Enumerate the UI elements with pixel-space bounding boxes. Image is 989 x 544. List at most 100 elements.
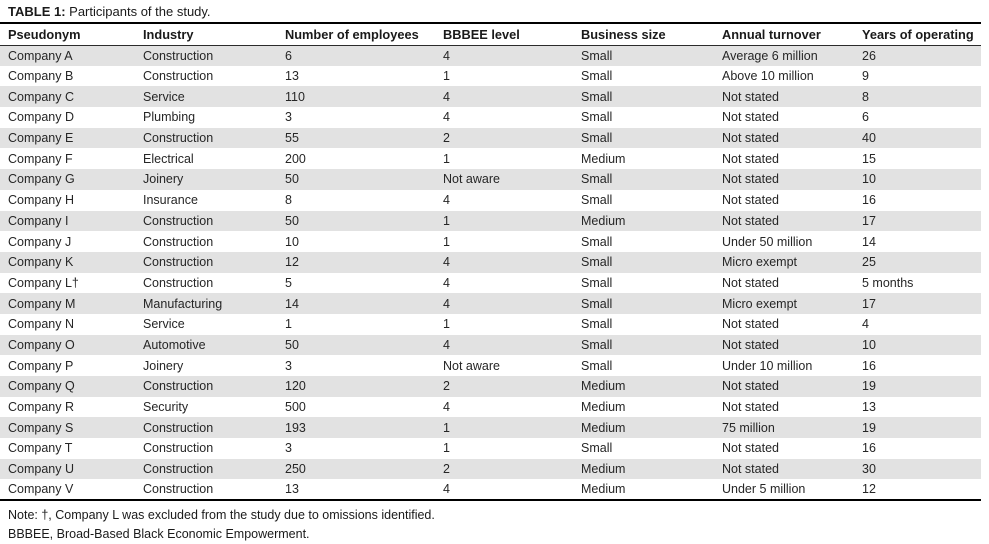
- table-cell: Not stated: [722, 213, 779, 228]
- table-row: Company G Joinery 50 Not aware Small Not stat…: [0, 169, 981, 190]
- table-cell: 1: [443, 69, 450, 84]
- table-cell: Not stated: [722, 462, 779, 477]
- table-cell: Electrical: [143, 151, 194, 166]
- table-cell: Not aware: [443, 358, 500, 373]
- table-row: Company T Construction 3 1 Small Not stated 16: [0, 438, 981, 459]
- table-cell: Not stated: [722, 110, 779, 125]
- table-cell: Company K: [8, 255, 74, 270]
- table-header: Pseudonym Industry Number of employees B…: [0, 24, 981, 46]
- table-cell: Above 10 million: [722, 69, 814, 84]
- table-cell: Not stated: [722, 193, 779, 208]
- table-cell: 1: [443, 151, 450, 166]
- table-cell: Manufacturing: [143, 296, 223, 311]
- table-cell: Small: [581, 193, 613, 208]
- table-cell: 50: [285, 172, 299, 187]
- table-cell: Not stated: [722, 172, 779, 187]
- table-cell: Small: [581, 89, 613, 104]
- table-cell: Construction: [143, 482, 214, 497]
- table-cell: Company S: [8, 420, 74, 435]
- table-row: Company P Joinery 3 Not aware Small Under 10 …: [0, 355, 981, 376]
- table-cell: 4: [443, 255, 450, 270]
- table-cell: Not stated: [722, 131, 779, 146]
- table-cell: 3: [285, 110, 292, 125]
- table-cell: Company H: [8, 193, 74, 208]
- table-title-text: Participants of the study.: [65, 4, 211, 19]
- table-cell: 12: [285, 255, 299, 270]
- table-cell: 2: [443, 379, 450, 394]
- table-cell: Company N: [8, 317, 74, 332]
- table-cell: 8: [285, 193, 292, 208]
- table-cell: 16: [862, 358, 876, 373]
- table-cell: 4: [443, 48, 450, 63]
- table-cell: Medium: [581, 213, 626, 228]
- table-cell: Company R: [8, 400, 74, 415]
- table-cell: 13: [862, 400, 876, 415]
- table-title: TABLE 1: Participants of the study.: [0, 0, 981, 24]
- table-cell: 75 million: [722, 420, 775, 435]
- table-cell: 19: [862, 379, 876, 394]
- table-cell: Small: [581, 317, 613, 332]
- table-cell: Under 50 million: [722, 234, 813, 249]
- table-cell: 40: [862, 131, 876, 146]
- table-cell: 25: [862, 255, 876, 270]
- table-cell: Small: [581, 69, 613, 84]
- table-cell: Medium: [581, 151, 626, 166]
- table-row: Company B Construction 13 1 Small Above 10 mi…: [0, 66, 981, 87]
- table-cell: 5 months: [862, 275, 914, 290]
- table-cell: 12: [862, 482, 876, 497]
- table-row: Company E Construction 55 2 Small Not stated 4…: [0, 127, 981, 149]
- table-cell: Medium: [581, 400, 626, 415]
- table-row: Company M Manufacturing 14 4 Small Micro exem…: [0, 293, 981, 314]
- table-cell: 3: [285, 441, 292, 456]
- table-cell: 55: [285, 131, 299, 146]
- table-cell: 8: [862, 89, 869, 104]
- column-header-bbbee-level: BBBEE level: [435, 24, 573, 46]
- table-cell: 120: [285, 379, 306, 394]
- table-cell: Company M: [8, 296, 76, 311]
- table-cell: Small: [581, 48, 613, 63]
- table-cell: 4: [443, 296, 450, 311]
- table-cell: Company I: [8, 213, 69, 228]
- table-cell: Service: [143, 317, 185, 332]
- table-cell: 15: [862, 151, 876, 166]
- table-cell: Not stated: [722, 275, 779, 290]
- table-cell: Construction: [143, 462, 214, 477]
- table-cell: 1: [285, 317, 292, 332]
- table-cell: Under 5 million: [722, 482, 806, 497]
- table-cell: Small: [581, 131, 613, 146]
- table-cell: Service: [143, 89, 185, 104]
- table-cell: Construction: [143, 379, 214, 394]
- table-cell: 10: [862, 172, 876, 187]
- table-notes: Note: †, Company L was excluded from the…: [0, 506, 981, 544]
- table-cell: 50: [285, 213, 299, 228]
- table-cell: 4: [443, 193, 450, 208]
- table-row: Company V Construction 13 4 Medium Under 5 mi…: [0, 479, 981, 500]
- table-cell: 4: [443, 110, 450, 125]
- table-cell: Company A: [8, 48, 73, 63]
- table-cell: 500: [285, 400, 306, 415]
- table-cell: 10: [862, 337, 876, 352]
- participants-table: Pseudonym Industry Number of employees B…: [0, 24, 981, 501]
- table-cell: Small: [581, 441, 613, 456]
- table-cell: 17: [862, 213, 876, 228]
- table-cell: Company B: [8, 69, 74, 84]
- table-body: Company A Construction 6 4 Small Average 6 mi…: [0, 45, 981, 501]
- table-row: Company I Construction 50 1 Medium Not stated…: [0, 210, 981, 232]
- table-row: Company F Electrical 200 1 Medium Not stated 1…: [0, 148, 981, 169]
- table-cell: 4: [443, 337, 450, 352]
- table-cell: 14: [862, 234, 876, 249]
- table-cell: 4: [862, 317, 869, 332]
- table-cell: Small: [581, 337, 613, 352]
- table-cell: Micro exempt: [722, 296, 798, 311]
- table-cell: Company L†: [8, 275, 79, 290]
- table-cell: 193: [285, 420, 306, 435]
- table-cell: Joinery: [143, 172, 184, 187]
- table-cell: Construction: [143, 69, 214, 84]
- table-cell: 17: [862, 296, 876, 311]
- table-cell: Small: [581, 234, 613, 249]
- table-cell: Construction: [143, 234, 214, 249]
- table-cell: Small: [581, 296, 613, 311]
- table-cell: 2: [443, 131, 450, 146]
- table-cell: 6: [285, 48, 292, 63]
